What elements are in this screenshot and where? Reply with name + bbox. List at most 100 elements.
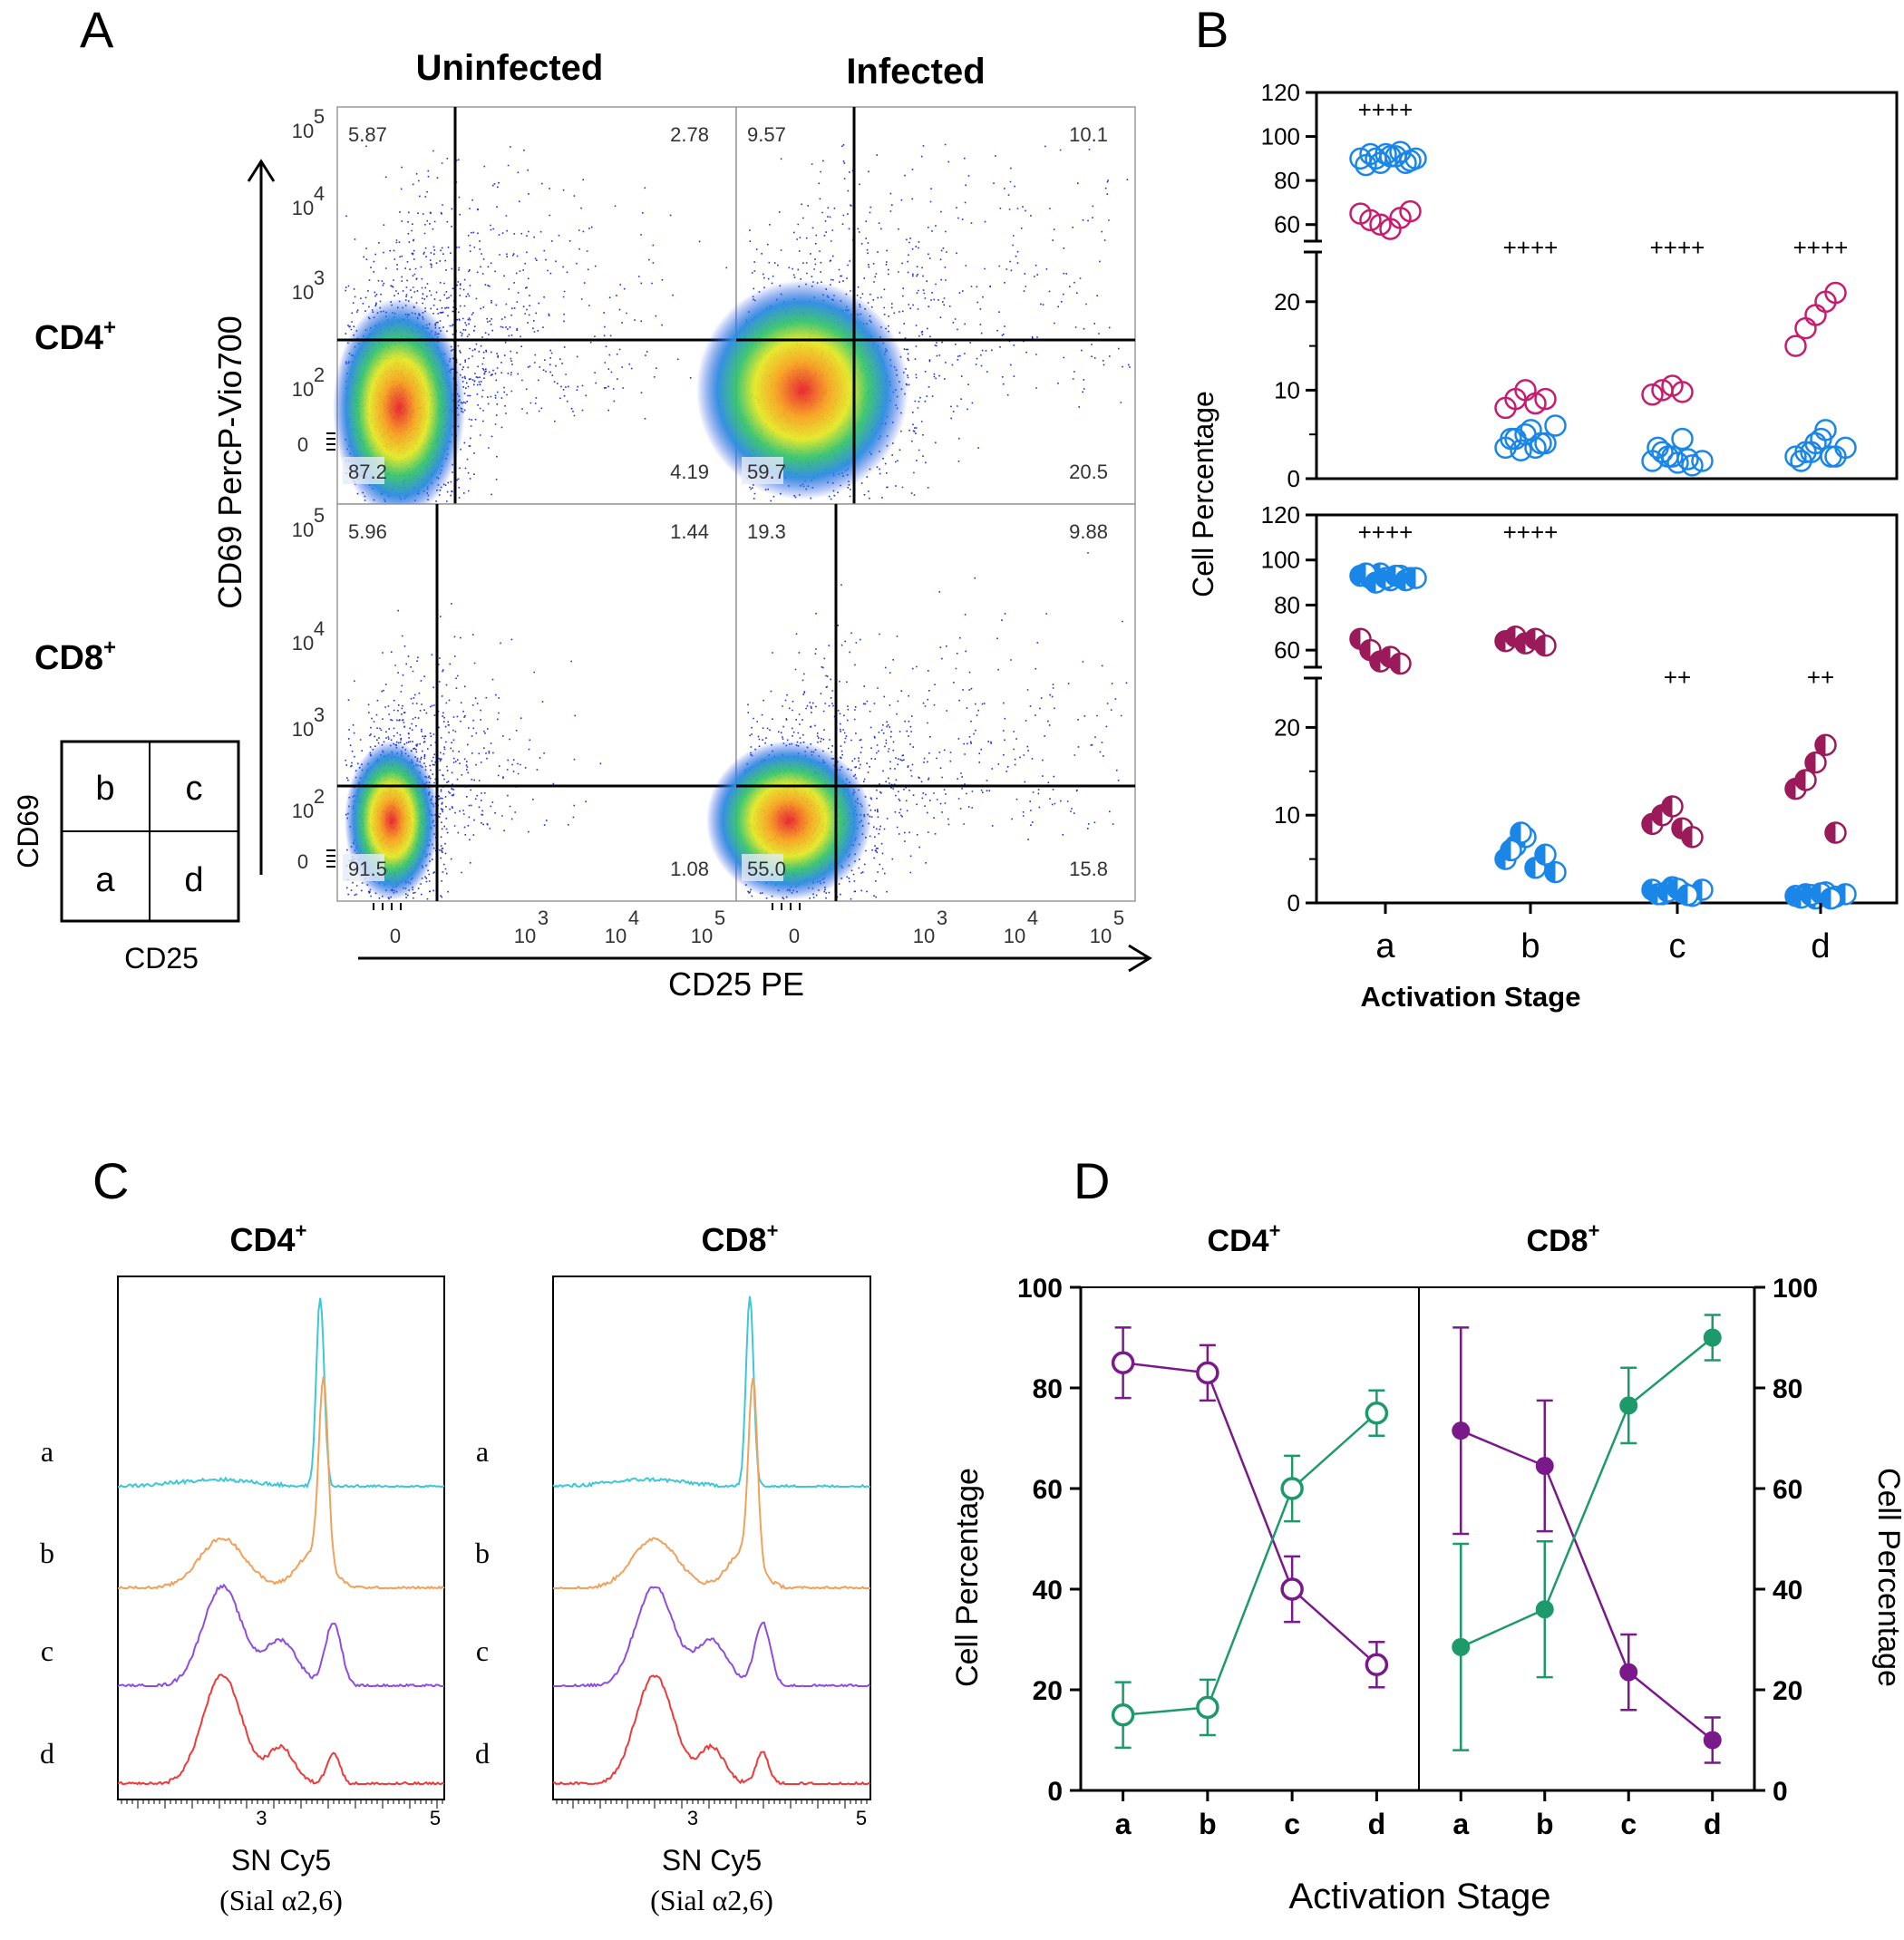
data-point bbox=[1804, 751, 1827, 774]
data-point bbox=[1671, 427, 1694, 451]
flow-density-core bbox=[333, 298, 465, 518]
d-x-category-label: d bbox=[1704, 1808, 1722, 1840]
histogram-row-label: d bbox=[40, 1737, 54, 1770]
d-panel-title-sup: + bbox=[1269, 1219, 1281, 1242]
data-point-half bbox=[1370, 651, 1381, 672]
x-axis-arrowhead bbox=[1128, 944, 1152, 973]
data-point bbox=[1544, 414, 1567, 437]
flow-y-tick-zero-label: 0 bbox=[297, 433, 308, 456]
d-data-point bbox=[1111, 1351, 1135, 1374]
flow-y-zero-ticks bbox=[326, 432, 335, 451]
data-point-half bbox=[1535, 844, 1546, 865]
histogram-curve-d bbox=[552, 1674, 871, 1786]
data-point-half bbox=[1535, 635, 1546, 656]
panel-label-d: D bbox=[1073, 1152, 1110, 1209]
dotplot-frame bbox=[1315, 513, 1899, 905]
flow-y-tick-exp: 5 bbox=[314, 504, 325, 527]
quadrant-ll-bg bbox=[343, 854, 384, 881]
flow-x-zero-label: 0 bbox=[789, 925, 800, 947]
quadrant-legend: b c a d CD69 CD25 bbox=[12, 740, 240, 975]
significance-mark: ++++ bbox=[1650, 234, 1705, 261]
d-y-label-right: Cell Percentage bbox=[1871, 1468, 1904, 1687]
flow-x-tick-ten: 10 bbox=[1090, 925, 1112, 947]
data-point bbox=[1784, 445, 1807, 468]
data-point bbox=[1651, 441, 1674, 463]
quadrant-ll-bg bbox=[343, 457, 384, 484]
data-point bbox=[1500, 839, 1522, 862]
quadrant-ll-value: 55.0 bbox=[747, 858, 786, 880]
data-point-half bbox=[1791, 888, 1802, 908]
d-y-tick-label-right: 20 bbox=[1773, 1676, 1802, 1706]
flow-x-tick-ten: 10 bbox=[913, 925, 935, 947]
histogram-x-label: SN Cy5 bbox=[662, 1844, 762, 1877]
quadrant-ur-value: 10.1 bbox=[1069, 123, 1108, 146]
d-data-point bbox=[1619, 1663, 1638, 1682]
data-point bbox=[1404, 567, 1427, 589]
flow-x-label: CD25 PE bbox=[668, 965, 804, 1003]
d-x-category-label: b bbox=[1199, 1808, 1217, 1840]
y-tick-label: 0 bbox=[1287, 889, 1300, 917]
row-label-cd4: CD4+ bbox=[34, 315, 116, 357]
x-category-label: c bbox=[1669, 927, 1686, 965]
data-point-half bbox=[1657, 881, 1668, 902]
quadrant-ul-value: 19.3 bbox=[747, 520, 786, 543]
significance-mark: ++++ bbox=[1503, 519, 1559, 546]
col-title-infected: Infected bbox=[846, 52, 985, 92]
flow-y-tick-exp: 4 bbox=[314, 182, 325, 205]
flow-x-tick-ten: 10 bbox=[605, 925, 627, 947]
quadrant-ul-value: 9.57 bbox=[747, 123, 786, 146]
histogram-row-label: b bbox=[40, 1537, 54, 1569]
data-point bbox=[1544, 860, 1567, 884]
d-series-line bbox=[1122, 1411, 1378, 1716]
data-point bbox=[1681, 454, 1704, 477]
d-x-category-label: a bbox=[1115, 1808, 1132, 1840]
d-y-tick-label-left: 0 bbox=[1047, 1777, 1063, 1807]
y-tick-label: 120 bbox=[1261, 501, 1300, 529]
histogram-title-sup: + bbox=[296, 1219, 307, 1242]
flow-y-tick-exp: 2 bbox=[314, 785, 325, 808]
histogram-row-label: a bbox=[476, 1435, 489, 1468]
data-point bbox=[1534, 843, 1557, 867]
y-tick-label: 80 bbox=[1274, 591, 1300, 618]
d-panel-title: CD4+ bbox=[1208, 1219, 1281, 1258]
flow-x-tick-ten: 10 bbox=[514, 925, 536, 947]
data-point-half bbox=[1811, 883, 1821, 904]
d-x-category-label: c bbox=[1620, 1808, 1637, 1840]
dotplot-cd4: 60 80 100 120 0 10 20 ++++ ++++ ++++ ++++ bbox=[1261, 79, 1899, 492]
flow-y-tick-ten: 10 bbox=[292, 718, 314, 741]
y-axis-arrowhead bbox=[247, 159, 276, 182]
flow-y-tick-ten: 10 bbox=[292, 800, 314, 822]
data-point bbox=[1814, 733, 1837, 757]
data-point-half bbox=[1642, 813, 1653, 834]
d-data-point bbox=[1111, 1703, 1135, 1727]
flow-x-tick: 104 bbox=[1004, 907, 1038, 947]
d-chart-cd8: CD8+ a b c d bbox=[1452, 1219, 1722, 1840]
series-uninfected bbox=[1349, 141, 1857, 477]
data-point-half bbox=[1350, 628, 1361, 649]
d-x-category-label: d bbox=[1368, 1808, 1386, 1840]
d-series-line bbox=[1460, 1336, 1714, 1648]
data-point-half bbox=[1821, 888, 1831, 909]
flow-plots: 5.87 2.78 87.2 4.19 9.57 10.1 59.7 20.5 5.96 1.44… bbox=[292, 105, 1136, 947]
histogram-title: CD8+ bbox=[702, 1219, 779, 1258]
flow-y-tick-zero-label: 0 bbox=[297, 850, 308, 873]
flow-y-tick: 105 bbox=[292, 504, 325, 541]
histogram-curve-a bbox=[552, 1295, 870, 1489]
flow-y-tick-zero: 0 bbox=[297, 432, 335, 456]
flow-x-tick: 104 bbox=[605, 907, 639, 947]
data-point bbox=[1820, 445, 1842, 468]
data-point bbox=[1530, 432, 1552, 455]
data-point-half bbox=[1815, 734, 1826, 755]
flow-x-tick-exp: 4 bbox=[628, 907, 639, 929]
flow-x-zero-ticks bbox=[373, 903, 402, 910]
flow-y-tick-exp: 4 bbox=[314, 617, 325, 640]
data-point-half bbox=[1795, 770, 1806, 791]
histogram-curve-d bbox=[117, 1673, 445, 1786]
data-point bbox=[1534, 634, 1557, 657]
data-point bbox=[1389, 652, 1412, 675]
axis-break-gap bbox=[1311, 241, 1322, 252]
flow-x-tick-exp: 3 bbox=[937, 907, 947, 929]
flow-y-tick-ten: 10 bbox=[292, 519, 314, 541]
